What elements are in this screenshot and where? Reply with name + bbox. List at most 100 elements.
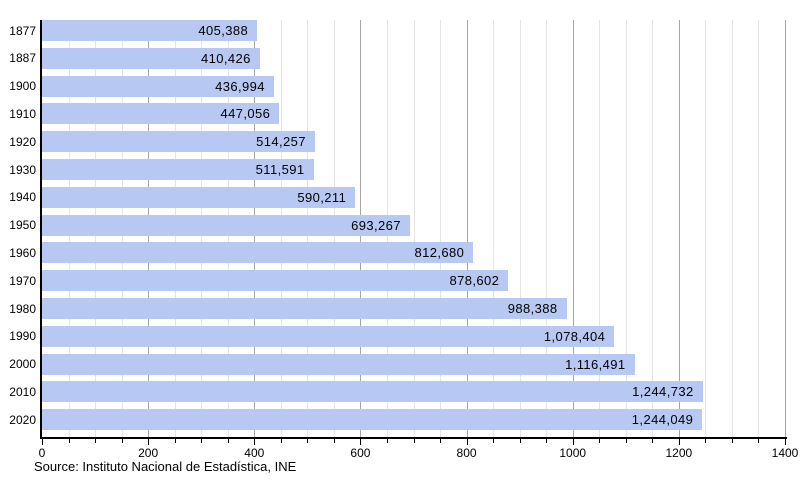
x-major-tick: [42, 439, 43, 445]
bar-value-label: 812,680: [414, 245, 465, 261]
bar-value-label: 988,388: [507, 301, 558, 316]
bar-value-label: 693,267: [351, 217, 401, 233]
x-tick-label: 400: [244, 446, 265, 460]
x-major-tick: [466, 439, 468, 445]
bar-value-label: 1,078,404: [543, 328, 606, 344]
x-minor-tick: [413, 439, 415, 443]
bar-row: 405,388: [42, 20, 785, 41]
y-axis-labels: 1877 1887 1900 1910 1920 1930 1940 1950 1960 1970…: [0, 20, 36, 437]
bar: 812,680: [42, 242, 474, 264]
bar: 988,388: [42, 298, 567, 319]
bar-value-label: 514,257: [256, 134, 306, 150]
bar: 447,056: [42, 103, 280, 125]
x-minor-tick: [280, 439, 282, 443]
minor-gridline: [705, 20, 707, 437]
x-tick-label: 0: [38, 446, 46, 460]
x-minor-tick: [731, 439, 733, 443]
major-gridline: [785, 20, 786, 437]
y-axis-label: 2010: [9, 384, 36, 399]
y-axis-label: 1980: [9, 301, 36, 316]
bar-row: 1,244,732: [42, 381, 785, 403]
bar-row: 1,116,491: [42, 353, 785, 375]
y-axis-label: 1900: [9, 79, 36, 94]
x-minor-tick: [307, 439, 309, 443]
bar-row: 812,680: [42, 242, 785, 264]
minor-gridline: [413, 20, 415, 437]
y-axis-label: 1950: [9, 218, 36, 233]
x-minor-tick: [519, 439, 521, 443]
bar: 693,267: [42, 214, 410, 236]
x-major-tick: [785, 439, 786, 445]
bar-value-label: 436,994: [215, 78, 265, 94]
x-minor-tick: [440, 439, 442, 443]
bar: 590,211: [42, 186, 356, 208]
x-minor-tick: [227, 439, 229, 443]
bar-row: 511,591: [42, 159, 785, 180]
y-axis-label: 1970: [9, 273, 36, 288]
x-tick-label: 1400: [771, 446, 799, 460]
bar-row: 447,056: [42, 103, 785, 125]
x-major-tick: [360, 439, 362, 445]
x-minor-tick: [333, 439, 335, 443]
x-minor-tick: [95, 439, 97, 443]
y-axis-label: 1940: [9, 190, 36, 205]
bar: 405,388: [42, 20, 258, 41]
minor-gridline: [625, 20, 627, 437]
x-minor-tick: [121, 439, 123, 443]
x-minor-tick: [652, 439, 654, 443]
minor-gridline: [440, 20, 442, 437]
bar-row: 514,257: [42, 131, 785, 153]
bar-value-label: 878,602: [449, 273, 500, 289]
x-minor-tick: [386, 439, 388, 443]
x-axis-ticks: 0 200 400 600 800 1000 1200 1400: [38, 439, 798, 460]
x-minor-tick: [201, 439, 203, 443]
bar: 410,426: [42, 47, 260, 69]
bar-row: 590,211: [42, 186, 785, 208]
source-caption: Source: Instituto Nacional de Estadístic…: [34, 459, 297, 474]
bar: 511,591: [42, 159, 314, 180]
x-minor-tick: [625, 439, 627, 443]
y-axis-line: [40, 20, 42, 439]
bar-row: 878,602: [42, 270, 785, 292]
bar: 1,244,732: [42, 381, 703, 403]
x-minor-tick: [599, 439, 601, 443]
bar: 1,078,404: [42, 325, 615, 347]
minor-gridline: [599, 20, 601, 437]
bar: 514,257: [42, 131, 315, 153]
x-minor-tick: [68, 439, 70, 443]
bar-value-label: 447,056: [220, 106, 271, 122]
y-axis-label: 1877: [9, 23, 36, 38]
minor-gridline: [758, 20, 760, 437]
x-axis-line: [40, 437, 787, 439]
x-minor-tick: [758, 439, 760, 443]
bar: 878,602: [42, 270, 509, 292]
bar: 1,116,491: [42, 353, 635, 375]
x-minor-tick: [546, 439, 548, 443]
x-tick-label: 200: [138, 446, 159, 460]
bar-row: 1,078,404: [42, 325, 785, 347]
bar-row: 410,426: [42, 47, 785, 69]
bar-value-label: 410,426: [201, 50, 251, 66]
minor-gridline: [493, 20, 495, 437]
y-axis-label: 2000: [9, 357, 36, 372]
x-major-tick: [148, 439, 150, 445]
x-major-tick: [254, 439, 256, 445]
bar-value-label: 1,244,732: [632, 384, 694, 400]
bar-row: 988,388: [42, 298, 785, 319]
bar-value-label: 1,116,491: [565, 356, 626, 372]
bar-value-label: 405,388: [198, 23, 249, 38]
major-gridline: [572, 20, 574, 437]
x-tick-label: 800: [456, 446, 477, 460]
minor-gridline: [519, 20, 521, 437]
minor-gridline: [546, 20, 548, 437]
x-minor-tick: [174, 439, 176, 443]
bar: 436,994: [42, 75, 274, 97]
y-axis-label: 1887: [9, 51, 36, 66]
bar-row: 693,267: [42, 214, 785, 236]
y-axis-label: 1930: [9, 162, 36, 177]
major-gridline: [678, 20, 680, 437]
minor-gridline: [652, 20, 654, 437]
bar-value-label: 590,211: [297, 189, 347, 205]
x-major-tick: [678, 439, 680, 445]
